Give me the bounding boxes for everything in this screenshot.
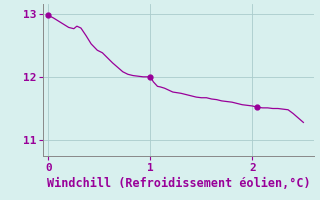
X-axis label: Windchill (Refroidissement éolien,°C): Windchill (Refroidissement éolien,°C)	[47, 177, 310, 190]
